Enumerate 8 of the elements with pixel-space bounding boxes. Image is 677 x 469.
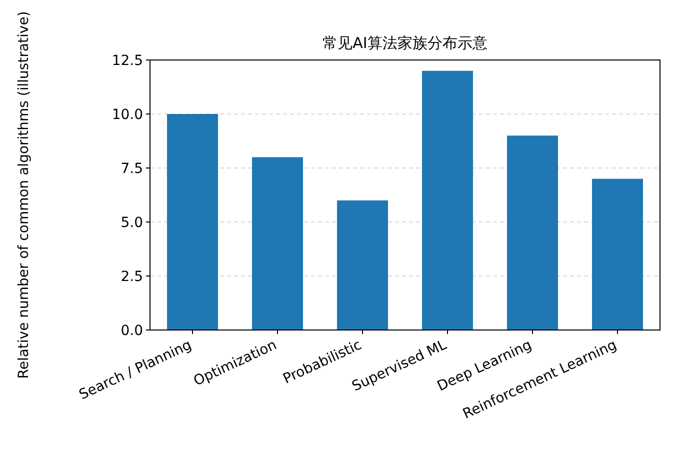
y-tick-label: 0.0: [120, 323, 143, 339]
y-tick-label: 12.5: [112, 53, 143, 69]
y-tick-label: 2.5: [120, 269, 143, 285]
chart-title: 常见AI算法家族分布示意: [322, 34, 488, 52]
y-tick-label: 10.0: [112, 107, 143, 123]
y-tick-label: 5.0: [120, 215, 143, 231]
y-tick-label: 7.5: [120, 161, 143, 177]
y-axis-title: Relative number of common algorithms (illustrative): [16, 11, 32, 379]
